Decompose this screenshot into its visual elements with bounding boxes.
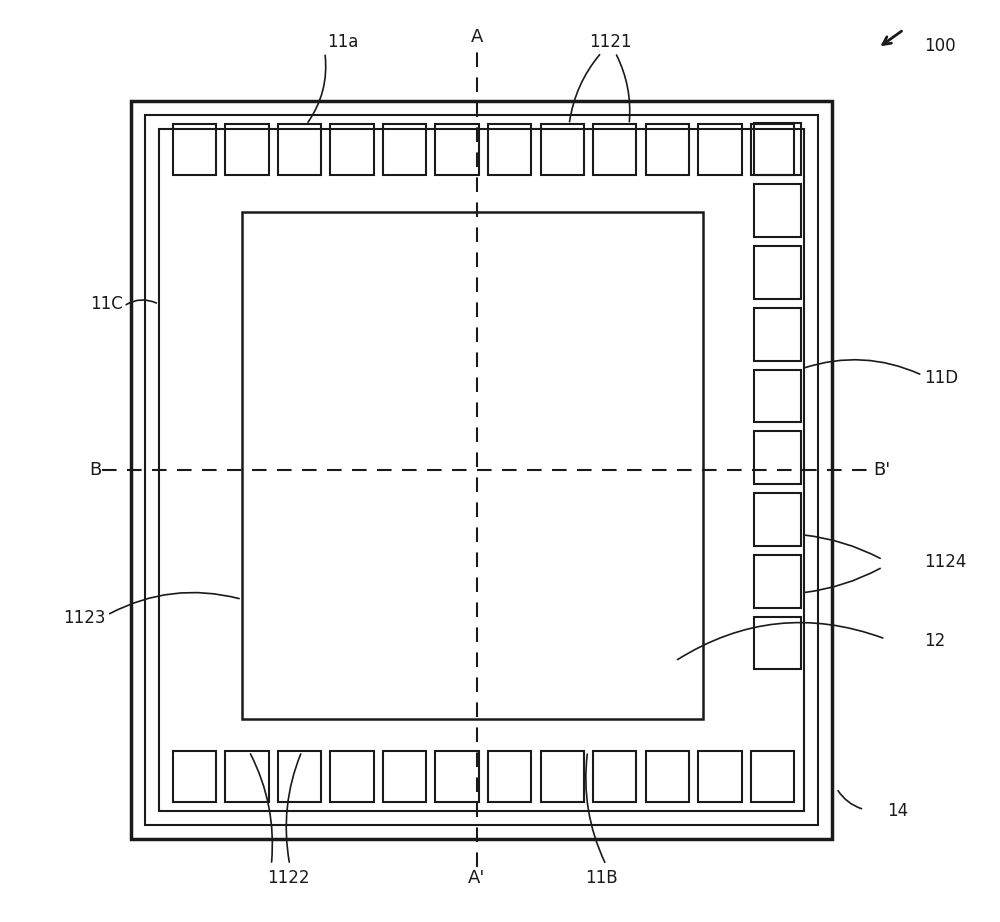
Bar <box>751 124 794 175</box>
Bar <box>754 308 801 361</box>
Bar <box>593 124 636 175</box>
Bar <box>541 751 584 802</box>
Bar <box>278 124 321 175</box>
Bar <box>488 751 531 802</box>
Text: A': A' <box>468 869 486 887</box>
Bar <box>754 431 801 484</box>
Bar <box>754 184 801 237</box>
Bar <box>145 115 818 825</box>
Bar <box>754 617 801 669</box>
Text: B': B' <box>873 461 891 479</box>
Bar <box>698 124 742 175</box>
Bar <box>751 751 794 802</box>
Bar <box>646 124 689 175</box>
Bar <box>225 124 269 175</box>
Text: B: B <box>89 461 102 479</box>
Bar <box>278 751 321 802</box>
Text: 12: 12 <box>924 632 945 650</box>
Text: 11D: 11D <box>924 369 958 387</box>
Bar <box>383 751 426 802</box>
Bar <box>754 123 801 175</box>
Text: A: A <box>471 28 483 46</box>
Bar <box>383 124 426 175</box>
Bar <box>435 124 479 175</box>
Bar <box>225 751 269 802</box>
Text: 14: 14 <box>887 802 908 821</box>
Bar <box>173 751 216 802</box>
Bar <box>593 751 636 802</box>
Text: 11C: 11C <box>90 295 122 313</box>
Bar <box>173 124 216 175</box>
Text: 1123: 1123 <box>63 609 105 627</box>
Bar <box>435 751 479 802</box>
Bar <box>330 124 374 175</box>
Bar <box>131 101 832 839</box>
Bar <box>159 129 804 811</box>
Text: 1121: 1121 <box>589 32 632 51</box>
Bar <box>754 555 801 608</box>
Bar <box>330 751 374 802</box>
Text: 100: 100 <box>924 37 956 55</box>
Text: 1122: 1122 <box>267 869 309 887</box>
Bar <box>698 751 742 802</box>
Bar <box>754 493 801 546</box>
Text: 11B: 11B <box>585 869 618 887</box>
Text: 11a: 11a <box>328 32 359 51</box>
Bar <box>754 246 801 299</box>
Text: 1124: 1124 <box>924 553 966 572</box>
Bar <box>541 124 584 175</box>
Bar <box>242 212 703 719</box>
Bar <box>754 370 801 422</box>
Bar <box>488 124 531 175</box>
Bar <box>646 751 689 802</box>
